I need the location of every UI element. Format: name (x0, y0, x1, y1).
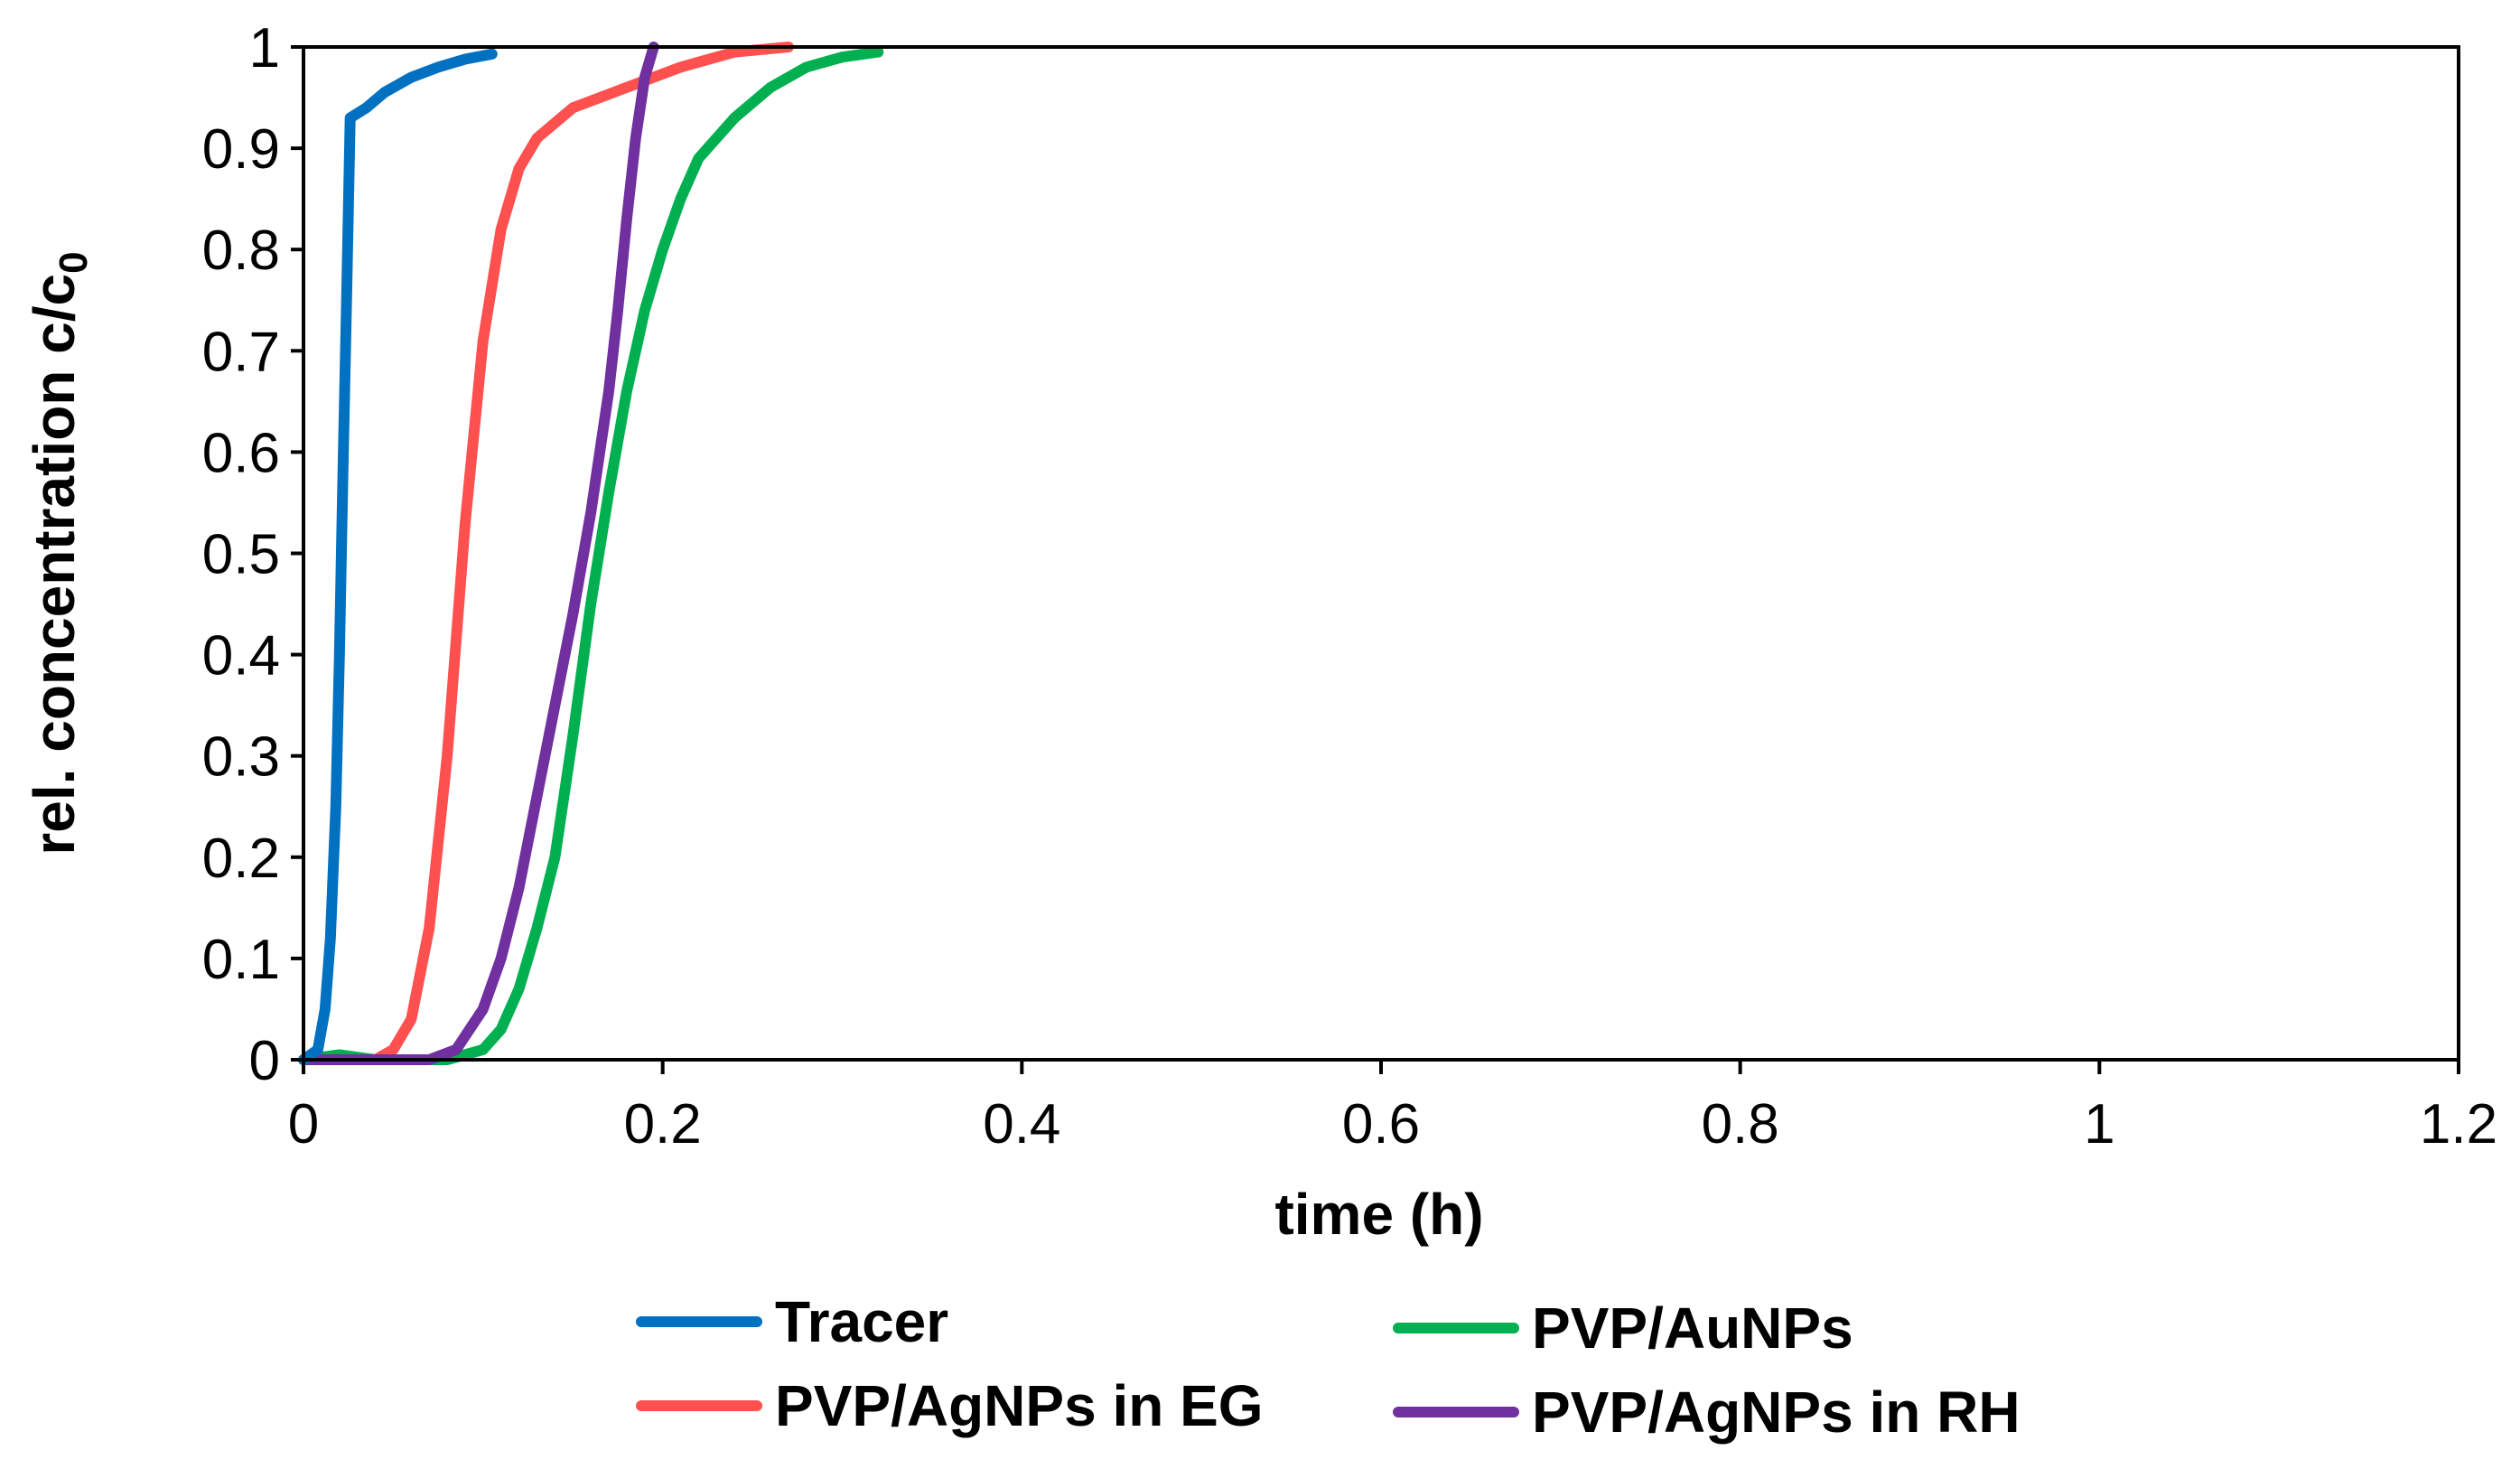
y-tick-label: 0.5 (202, 524, 280, 586)
y-tick-label: 0.1 (202, 929, 280, 991)
y-tick-label: 0.7 (202, 321, 280, 383)
legend-label-pvp-agnps-in-eg: PVP/AgNPs in EG (775, 1373, 1264, 1438)
y-tick-label: 0.8 (202, 220, 280, 282)
legend-label-pvp-aunps: PVP/AuNPs (1532, 1296, 1853, 1361)
x-tick-label: 1 (2084, 1093, 2114, 1156)
y-axis-title: rel. concentration c/c0 (22, 251, 96, 855)
y-tick-label: 0.4 (202, 625, 280, 688)
x-tick-label: 1.2 (2420, 1093, 2497, 1156)
x-axis-ticks: 0 0.2 0.4 0.6 0.8 1 1.2 (288, 1060, 2497, 1156)
series-line-pvp-agnps-in-rh (298, 42, 659, 1065)
y-tick-label: 0 (249, 1030, 280, 1092)
series-group (298, 42, 884, 1065)
y-tick-label: 0.9 (202, 118, 280, 181)
legend-label-pvp-agnps-in-rh: PVP/AgNPs in RH (1532, 1380, 2021, 1445)
y-axis-ticks: 0 0.1 0.2 0.3 0.4 0.5 0.6 0.7 0.8 0.9 1 (202, 17, 303, 1092)
x-axis-title: time (h) (1274, 1182, 1483, 1247)
y-axis-title-subscript: 0 (51, 251, 96, 273)
y-tick-label: 1 (249, 17, 280, 80)
legend-label-tracer: Tracer (775, 1289, 948, 1354)
series-line-pvp-aunps (298, 46, 884, 1065)
y-tick-label: 0.2 (202, 828, 280, 890)
series-line-tracer (298, 48, 498, 1065)
x-tick-label: 0.4 (983, 1093, 1060, 1156)
x-tick-label: 0 (288, 1093, 319, 1156)
y-axis-title-text: rel. concentration c/c (22, 274, 87, 856)
x-tick-label: 0.8 (1702, 1093, 1779, 1156)
x-tick-label: 0.6 (1342, 1093, 1420, 1156)
y-tick-label: 0.3 (202, 726, 280, 789)
y-tick-label: 0.6 (202, 422, 280, 484)
legend: Tracer PVP/AuNPs PVP/AgNPs in EG PVP/AgNPs … (636, 1289, 2021, 1445)
x-tick-label: 0.2 (624, 1093, 702, 1156)
series-line-pvp-agnps-in-eg (298, 42, 794, 1065)
